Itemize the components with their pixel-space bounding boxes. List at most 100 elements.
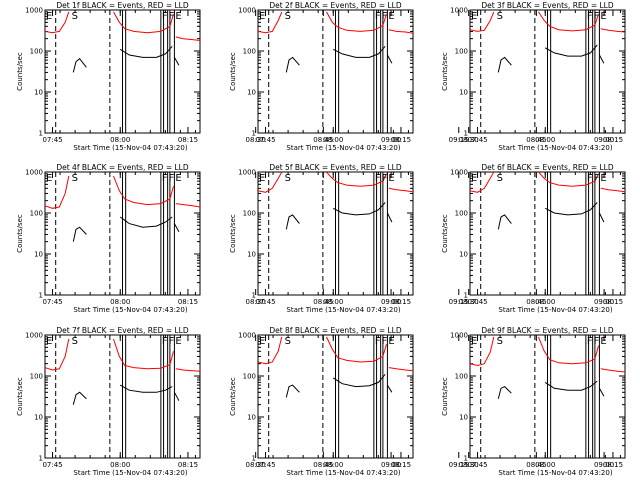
- events-series: [72, 57, 87, 73]
- x-tick-label: 07:45: [255, 136, 275, 144]
- x-tick-label: 09:00: [594, 136, 614, 144]
- x-tick-label: 07:45: [42, 136, 62, 144]
- y-tick-label: 100: [243, 48, 256, 56]
- events-series: [544, 380, 598, 391]
- x-axis-label: Start Time (15-Nov-04 07:43:20): [73, 469, 187, 477]
- flag-label: E: [259, 173, 265, 184]
- events-series: [497, 56, 512, 73]
- flag-label: E: [259, 336, 265, 347]
- x-tick-label: 09:00: [594, 298, 614, 306]
- lld-series: [600, 28, 625, 33]
- flag-label: E: [175, 336, 181, 347]
- y-axis-label: Counts/sec: [16, 214, 24, 253]
- events-series: [119, 384, 173, 393]
- lld-series: [175, 368, 200, 372]
- y-tick-label: 1000: [25, 7, 43, 15]
- y-tick-label: 100: [455, 373, 468, 381]
- x-tick-label: 08:00: [323, 136, 343, 144]
- y-tick-label: 1: [464, 130, 468, 138]
- flag-label: E: [471, 336, 477, 347]
- x-tick-label: 08:00: [323, 298, 343, 306]
- y-tick-label: 10: [459, 414, 468, 422]
- flag-label: S: [497, 173, 503, 184]
- events-series: [285, 214, 300, 230]
- x-axis-label: Start Time (15-Nov-04 07:43:20): [73, 306, 187, 314]
- y-tick-label: 10: [459, 89, 468, 97]
- x-tick-label: 08:30: [459, 136, 479, 144]
- flag-label: S: [285, 173, 291, 184]
- y-tick-label: 1: [464, 292, 468, 300]
- y-tick-label: 100: [30, 210, 43, 218]
- flag-label: F: [382, 173, 388, 184]
- flag-label: F: [594, 11, 600, 22]
- lld-series: [175, 203, 200, 208]
- flag-label: E: [46, 173, 52, 184]
- flag-label: F: [587, 11, 593, 22]
- chart-panel: Det 9f BLACK = Events, RED = LLD 1 10 100 10…: [441, 326, 626, 477]
- flag-label: F: [162, 173, 168, 184]
- lld-series: [388, 367, 413, 372]
- chart-panel: Det 4f BLACK = Events, RED = LLD11010010…: [16, 163, 469, 314]
- events-series: [72, 391, 87, 405]
- x-tick-label: 08:30: [246, 461, 266, 469]
- chart-panel: Det 8f BLACK = Events, RED = LLD11010010…: [229, 326, 614, 477]
- events-series: [544, 202, 598, 216]
- flag-label: F: [382, 336, 388, 347]
- x-tick-label: 09:15: [449, 298, 469, 306]
- x-tick-label: 08:15: [603, 461, 623, 469]
- lld-series: [175, 36, 200, 41]
- chart-title: Det 5f BLACK = Events, RED = LLD: [269, 163, 402, 172]
- y-tick-label: 100: [455, 48, 468, 56]
- x-tick-label: 08:00: [110, 461, 130, 469]
- chart-title: Det 2f BLACK = Events, RED = LLD: [269, 1, 402, 10]
- lld-series: [258, 336, 283, 365]
- events-series: [598, 212, 605, 223]
- flag-label: E: [388, 173, 394, 184]
- chart-title: Det 9f BLACK = Events, RED = LLD: [481, 326, 614, 335]
- y-tick-label: 1: [252, 292, 256, 300]
- x-tick-label: 09:00: [381, 136, 401, 144]
- y-tick-label: 100: [455, 210, 468, 218]
- flag-label: S: [497, 336, 503, 347]
- flag-label: F: [382, 11, 388, 22]
- x-tick-label: 08:15: [391, 298, 411, 306]
- y-tick-label: 1000: [450, 332, 468, 340]
- flag-label: F: [169, 336, 175, 347]
- flag-label: E: [175, 173, 181, 184]
- y-tick-label: 10: [34, 414, 43, 422]
- flag-label: S: [285, 11, 291, 22]
- y-tick-label: 1000: [450, 7, 468, 15]
- x-tick-label: 08:45: [313, 298, 333, 306]
- events-series: [332, 373, 386, 388]
- x-tick-label: 09:00: [381, 298, 401, 306]
- lld-series: [600, 187, 625, 193]
- y-axis-label: Counts/sec: [229, 52, 237, 91]
- lld-series: [113, 175, 174, 206]
- y-tick-label: 1000: [238, 7, 256, 15]
- events-series: [332, 45, 386, 58]
- x-tick-label: 07:45: [42, 461, 62, 469]
- lld-series: [470, 11, 495, 32]
- y-tick-label: 10: [247, 414, 256, 422]
- flag-label: E: [46, 336, 52, 347]
- chart-title: Det 6f BLACK = Events, RED = LLD: [481, 163, 614, 172]
- flag-label: E: [388, 11, 394, 22]
- events-series: [598, 388, 605, 397]
- y-tick-label: 1000: [238, 332, 256, 340]
- x-tick-label: 07:45: [255, 461, 275, 469]
- chart-title: Det 4f BLACK = Events, RED = LLD: [56, 163, 189, 172]
- flag-label: F: [169, 173, 175, 184]
- flag-label: F: [162, 11, 168, 22]
- flag-label: E: [600, 11, 606, 22]
- y-tick-label: 1000: [25, 169, 43, 177]
- flag-label: S: [72, 336, 78, 347]
- y-axis-label: Counts/sec: [441, 214, 449, 253]
- chart-panel: Det 5f BLACK = Events, RED = LLD11010010…: [229, 163, 614, 314]
- events-series: [173, 223, 180, 232]
- x-tick-label: 08:15: [603, 136, 623, 144]
- x-tick-label: 08:30: [246, 136, 266, 144]
- plot-area: [258, 172, 413, 295]
- x-tick-label: 08:30: [246, 298, 266, 306]
- x-tick-label: 08:15: [391, 136, 411, 144]
